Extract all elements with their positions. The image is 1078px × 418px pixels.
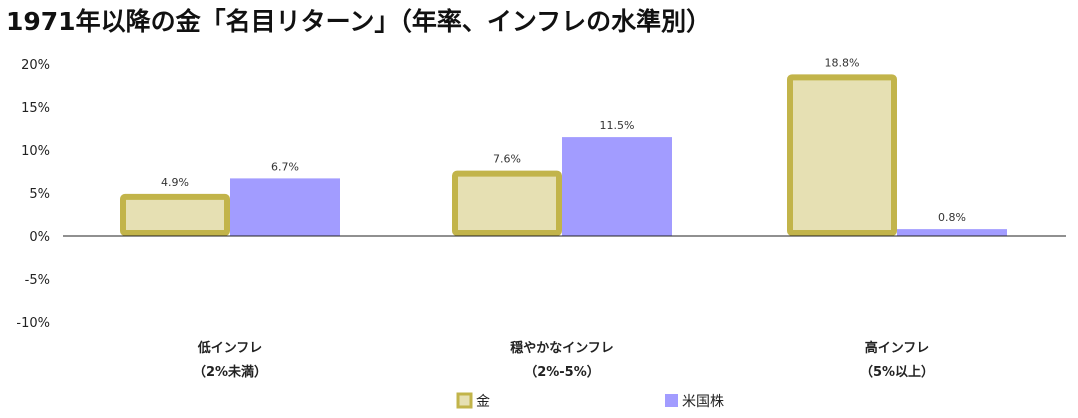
category-label-sub: （2%-5%） xyxy=(524,364,600,380)
category-label-sub: （2%未満） xyxy=(193,364,267,380)
y-tick-label: 20% xyxy=(21,58,50,73)
data-label: 7.6% xyxy=(493,153,521,166)
data-label: 6.7% xyxy=(271,160,299,173)
data-label: 11.5% xyxy=(600,119,635,132)
data-label: 18.8% xyxy=(825,56,860,69)
legend-label-us-stocks: 米国株 xyxy=(682,394,724,410)
bar-gold xyxy=(452,170,562,236)
y-tick-label: -5% xyxy=(25,273,50,288)
y-tick-label: -10% xyxy=(16,316,50,331)
y-tick-label: 15% xyxy=(21,101,50,116)
bar-us-stocks xyxy=(230,178,340,236)
y-tick-label: 5% xyxy=(29,187,50,202)
bar-us-stocks xyxy=(562,137,672,236)
category-label: 穏やかなインフレ xyxy=(510,340,614,356)
category-label: 低インフレ xyxy=(197,340,263,356)
data-label: 0.8% xyxy=(938,211,966,224)
chart-title: 1971年以降の金「名目リターン」（年率、インフレの水準別） xyxy=(6,7,712,36)
bar-gold xyxy=(787,74,897,236)
bar-gold xyxy=(120,193,230,236)
legend-swatch-gold xyxy=(456,392,473,409)
category-label: 高インフレ xyxy=(865,340,930,356)
legend-swatch-us-stocks xyxy=(665,394,678,407)
legend-label-gold: 金 xyxy=(476,394,490,410)
y-tick-label: 0% xyxy=(29,230,50,245)
category-label-sub: （5%以上） xyxy=(860,364,934,380)
data-label: 4.9% xyxy=(161,176,189,189)
y-tick-label: 10% xyxy=(21,144,50,159)
bar-us-stocks xyxy=(897,229,1007,236)
